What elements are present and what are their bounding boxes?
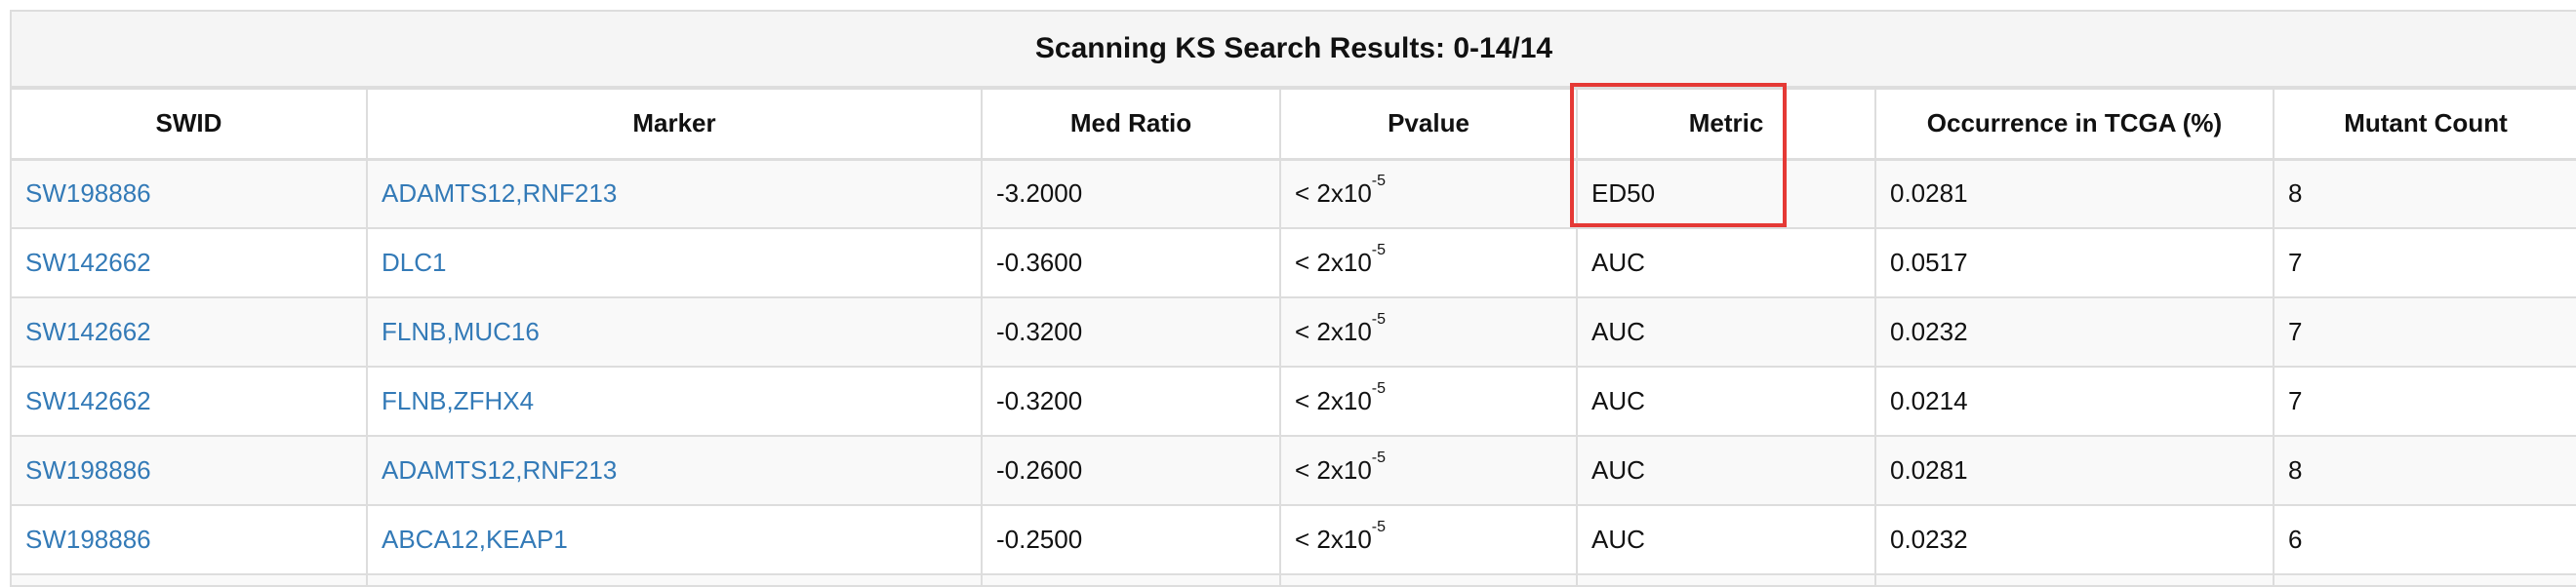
metric-cell: ED50 — [1576, 158, 1876, 229]
table-row: SW198886 ABCA12,KEAP1 -0.2500 < 2x10-5 A… — [12, 504, 2576, 575]
swid-cell: SW142662 — [12, 296, 368, 368]
pvalue-text: < 2x10 — [1295, 525, 1372, 554]
table-row: SW198886 ADAMTS12,RNF213 -0.2600 < 2x10-… — [12, 435, 2576, 506]
empty-cell — [1576, 573, 1876, 585]
marker-link[interactable]: FLNB,MUC16 — [382, 317, 540, 346]
marker-cell: ADAMTS12,RNF213 — [366, 435, 983, 506]
metric-cell: AUC — [1576, 296, 1876, 368]
swid-link[interactable]: SW142662 — [25, 248, 151, 277]
marker-link[interactable]: ADAMTS12,RNF213 — [382, 178, 618, 209]
occurrence-cell: 0.0232 — [1874, 504, 2274, 575]
med-ratio-cell: -0.3600 — [981, 227, 1281, 298]
empty-cell — [366, 573, 983, 585]
pvalue-exponent: -5 — [1371, 380, 1387, 397]
occurrence-cell: 0.0214 — [1874, 366, 2274, 437]
empty-cell — [2273, 573, 2576, 585]
pvalue-exponent: -5 — [1371, 519, 1387, 535]
occurrence-cell: 0.0232 — [1874, 296, 2274, 368]
swid-cell: SW198886 — [12, 435, 368, 506]
pvalue-cell: < 2x10-5 — [1279, 227, 1578, 298]
med-ratio-cell: -0.2500 — [981, 504, 1281, 575]
pvalue-cell: < 2x10-5 — [1279, 504, 1578, 575]
empty-cell — [981, 573, 1281, 585]
marker-cell: FLNB,ZFHX4 — [366, 366, 983, 437]
swid-cell: SW142662 — [12, 227, 368, 298]
column-header-pvalue[interactable]: Pvalue — [1279, 88, 1578, 161]
occurrence-cell: 0.0281 — [1874, 158, 2274, 229]
mutant-count-cell: 8 — [2273, 158, 2576, 229]
metric-cell: AUC — [1576, 227, 1876, 298]
occurrence-cell: 0.0281 — [1874, 435, 2274, 506]
swid-cell: SW198886 — [12, 504, 368, 575]
mutant-count-cell: 6 — [2273, 504, 2576, 575]
table-row: SW142662 DLC1 -0.3600 < 2x10-5 AUC 0.051… — [12, 227, 2576, 298]
pvalue-exponent: -5 — [1371, 173, 1387, 190]
swid-cell: SW142662 — [12, 366, 368, 437]
empty-cell — [12, 573, 368, 585]
pvalue-text: < 2x10 — [1295, 386, 1372, 415]
column-header-swid[interactable]: SWID — [12, 88, 368, 161]
pvalue-text: < 2x10 — [1295, 178, 1372, 209]
pvalue-text: < 2x10 — [1295, 455, 1372, 485]
pvalue-exponent: -5 — [1371, 242, 1387, 258]
table-row: SW198886 ADAMTS12,RNF213 -3.2000 < 2x10-… — [12, 158, 2576, 229]
column-header-med-ratio[interactable]: Med Ratio — [981, 88, 1281, 161]
mutant-count-cell: 8 — [2273, 435, 2576, 506]
swid-link[interactable]: SW142662 — [25, 317, 151, 346]
marker-cell: DLC1 — [366, 227, 983, 298]
swid-link[interactable]: SW198886 — [25, 178, 151, 209]
med-ratio-cell: -3.2000 — [981, 158, 1281, 229]
table-header-row: SWID Marker Med Ratio Pvalue Metric Occu… — [12, 88, 2576, 161]
med-ratio-cell: -0.2600 — [981, 435, 1281, 506]
column-header-marker[interactable]: Marker — [366, 88, 983, 161]
empty-cell — [1279, 573, 1578, 585]
pvalue-text: < 2x10 — [1295, 248, 1372, 277]
med-ratio-cell: -0.3200 — [981, 366, 1281, 437]
results-panel: Scanning KS Search Results: 0-14/14 SWID… — [10, 10, 2576, 587]
results-table: SWID Marker Med Ratio Pvalue Metric Occu… — [12, 88, 2576, 585]
column-header-metric[interactable]: Metric — [1576, 88, 1876, 161]
marker-link[interactable]: FLNB,ZFHX4 — [382, 386, 535, 415]
marker-cell: ABCA12,KEAP1 — [366, 504, 983, 575]
metric-cell: AUC — [1576, 366, 1876, 437]
table-row-partial — [12, 573, 2576, 585]
swid-cell: SW198886 — [12, 158, 368, 229]
table-row: SW142662 FLNB,MUC16 -0.3200 < 2x10-5 AUC… — [12, 296, 2576, 368]
marker-link[interactable]: DLC1 — [382, 248, 447, 277]
empty-cell — [1874, 573, 2274, 585]
pvalue-text: < 2x10 — [1295, 317, 1372, 346]
column-header-mutant-count[interactable]: Mutant Count — [2273, 88, 2576, 161]
pvalue-cell: < 2x10-5 — [1279, 366, 1578, 437]
marker-cell: ADAMTS12,RNF213 — [366, 158, 983, 229]
mutant-count-cell: 7 — [2273, 366, 2576, 437]
swid-link[interactable]: SW142662 — [25, 386, 151, 415]
table-row: SW142662 FLNB,ZFHX4 -0.3200 < 2x10-5 AUC… — [12, 366, 2576, 437]
occurrence-cell: 0.0517 — [1874, 227, 2274, 298]
pvalue-cell: < 2x10-5 — [1279, 435, 1578, 506]
mutant-count-cell: 7 — [2273, 296, 2576, 368]
mutant-count-cell: 7 — [2273, 227, 2576, 298]
pvalue-cell: < 2x10-5 — [1279, 158, 1578, 229]
metric-cell: AUC — [1576, 504, 1876, 575]
med-ratio-cell: -0.3200 — [981, 296, 1281, 368]
column-header-occurrence[interactable]: Occurrence in TCGA (%) — [1874, 88, 2274, 161]
swid-link[interactable]: SW198886 — [25, 525, 151, 554]
marker-cell: FLNB,MUC16 — [366, 296, 983, 368]
panel-title: Scanning KS Search Results: 0-14/14 — [12, 12, 2576, 88]
pvalue-exponent: -5 — [1371, 450, 1387, 466]
marker-link[interactable]: ABCA12,KEAP1 — [382, 525, 568, 554]
pvalue-exponent: -5 — [1371, 311, 1387, 328]
swid-link[interactable]: SW198886 — [25, 455, 151, 485]
pvalue-cell: < 2x10-5 — [1279, 296, 1578, 368]
marker-link[interactable]: ADAMTS12,RNF213 — [382, 455, 618, 485]
metric-cell: AUC — [1576, 435, 1876, 506]
